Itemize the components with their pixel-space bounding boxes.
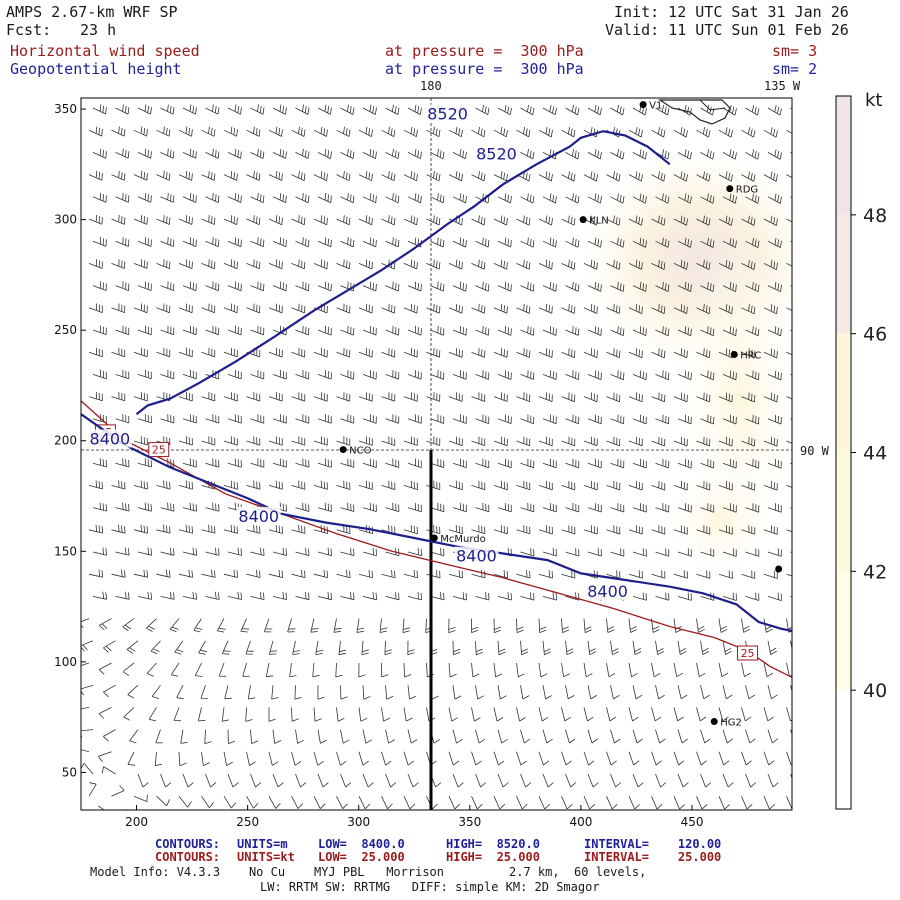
geopotential-label-bg bbox=[236, 506, 281, 525]
station-label-v1: V1 bbox=[649, 101, 662, 112]
footer-row2-units: UNITS=kt bbox=[237, 850, 295, 864]
geopotential-label-bg bbox=[425, 104, 470, 123]
footer-row2-interval: INTERVAL= 25.000 bbox=[584, 850, 722, 864]
station-label-hrc: HRC bbox=[740, 350, 761, 361]
station-marker-nco bbox=[339, 446, 347, 454]
wind-speed-shading bbox=[580, 150, 792, 580]
geopotential-label-bg bbox=[87, 429, 132, 448]
station-marker-e bbox=[775, 565, 783, 573]
model-title: AMPS 2.67-km WRF SP bbox=[6, 3, 178, 21]
colorbar-tick-label: 42 bbox=[863, 561, 887, 583]
station-label-mcm: McMurdo bbox=[440, 534, 486, 545]
station-marker-hrc bbox=[730, 350, 738, 358]
colorbar: 48 46 44 42 40 bbox=[835, 95, 887, 810]
footer-row1-high: HIGH= 8520.0 bbox=[446, 837, 540, 851]
plot-frame bbox=[80, 97, 793, 811]
wind-speed-label-box bbox=[737, 645, 759, 661]
station-label-kln: KLN bbox=[589, 216, 609, 227]
colorbar-swatch bbox=[836, 690, 851, 809]
y-tick-label: 100 bbox=[54, 655, 77, 669]
y-tick-label: 300 bbox=[54, 213, 77, 227]
x-tick-label: 250 bbox=[236, 815, 259, 829]
coastline bbox=[658, 99, 731, 125]
colorbar-swatch bbox=[836, 333, 851, 453]
footer-row1-units: UNITS=m bbox=[237, 837, 288, 851]
footer-row2-high: HIGH= 25.000 bbox=[446, 850, 540, 864]
y-tick-label: 250 bbox=[54, 323, 77, 337]
wind-barb-field bbox=[81, 104, 792, 810]
station-marker-hg2 bbox=[710, 718, 718, 726]
forecast-hours: 23 h bbox=[80, 21, 117, 39]
colorbar-unit: kt bbox=[865, 90, 883, 111]
footer-row2-low: LOW= 25.000 bbox=[318, 850, 405, 864]
axes: 200 250 300 350 400 450 50 100 150 200 250 300 350 bbox=[54, 102, 703, 829]
geopotential-label-bg bbox=[585, 582, 630, 601]
x-tick-label: 400 bbox=[569, 815, 592, 829]
field1-level: at pressure = 300 hPa bbox=[385, 42, 584, 60]
station-marker-mcm bbox=[430, 534, 438, 542]
colorbar-swatch bbox=[836, 571, 851, 691]
y-tick-label: 50 bbox=[62, 765, 77, 779]
geopotential-label-bg bbox=[474, 144, 519, 163]
wind-speed-contour-label: 25 bbox=[152, 444, 166, 457]
y-tick-label: 350 bbox=[54, 102, 77, 116]
field2-smoothing: sm= 2 bbox=[772, 60, 818, 78]
field2-name: Geopotential height bbox=[10, 60, 182, 78]
geopotential-label-bg bbox=[454, 546, 499, 565]
station-label-hg2: HG2 bbox=[720, 718, 742, 729]
lon-label-180: 180 bbox=[420, 79, 442, 93]
grid-reference-lines bbox=[81, 98, 792, 810]
colorbar-tick-label: 46 bbox=[863, 324, 887, 346]
model-info-physics: LW: RRTM SW: RRTMG DIFF: simple KM: 2D S… bbox=[260, 880, 600, 894]
geopotential-contour-label: 8400 bbox=[587, 582, 628, 601]
geopotential-contour-8520 bbox=[135, 130, 671, 416]
field1-smoothing: sm= 3 bbox=[772, 42, 818, 60]
footer-row1-label: CONTOURS: bbox=[155, 837, 221, 851]
geopotential-contour-label: 8520 bbox=[476, 144, 517, 163]
wind-speed-label-box bbox=[148, 442, 170, 458]
station-label-nco: NCO bbox=[349, 446, 371, 457]
wind-barbs bbox=[81, 104, 792, 810]
geopotential-contour-label: 8400 bbox=[456, 547, 497, 566]
colorbar-tick-label: 40 bbox=[863, 680, 887, 702]
colorbar-tick-label: 44 bbox=[863, 443, 887, 465]
geopotential-contour-label: 8400 bbox=[90, 430, 131, 449]
footer-row1-interval: INTERVAL= 120.00 bbox=[584, 837, 722, 851]
contour-lines: 252525840084008400840085208520 bbox=[81, 104, 792, 678]
x-tick-label: 350 bbox=[458, 815, 481, 829]
station-marker-v1 bbox=[639, 101, 647, 109]
colorbar-swatch bbox=[836, 96, 851, 215]
y-tick-label: 200 bbox=[54, 434, 77, 448]
lon-label-90w: 90 W bbox=[800, 444, 829, 458]
forecast-label: Fcst: bbox=[6, 21, 52, 39]
lon-label-135w: 135 W bbox=[764, 79, 801, 93]
x-tick-label: 300 bbox=[347, 815, 370, 829]
colorbar-tick-label: 48 bbox=[863, 205, 887, 227]
y-tick-label: 150 bbox=[54, 544, 77, 558]
colorbar-swatch bbox=[836, 452, 851, 572]
x-tick-label: 450 bbox=[681, 815, 704, 829]
model-info: Model Info: V4.3.3 No Cu MYJ PBL Morriso… bbox=[90, 865, 647, 879]
station-label-rdg: RDG bbox=[736, 185, 758, 196]
field1-name: Horizontal wind speed bbox=[10, 42, 200, 60]
valid-time: Valid: 11 UTC Sun 01 Feb 26 bbox=[605, 21, 849, 39]
geopotential-contour-label: 8400 bbox=[238, 507, 279, 526]
geopotential-contour-label: 8520 bbox=[427, 104, 468, 123]
colorbar-swatch bbox=[836, 214, 851, 334]
footer-row2-label: CONTOURS: bbox=[155, 850, 221, 864]
station-marker-kln bbox=[579, 216, 587, 224]
station-marker-rdg bbox=[726, 185, 734, 193]
station-markers: V1 RDG KLN HRC NCO McMurdo HG2 bbox=[339, 101, 783, 729]
footer-row1-low: LOW= 8400.0 bbox=[318, 837, 405, 851]
field2-level: at pressure = 300 hPa bbox=[385, 60, 584, 78]
wind-speed-contour-label: 25 bbox=[741, 647, 755, 660]
x-tick-label: 200 bbox=[125, 815, 148, 829]
init-time: Init: 12 UTC Sat 31 Jan 26 bbox=[614, 3, 849, 21]
